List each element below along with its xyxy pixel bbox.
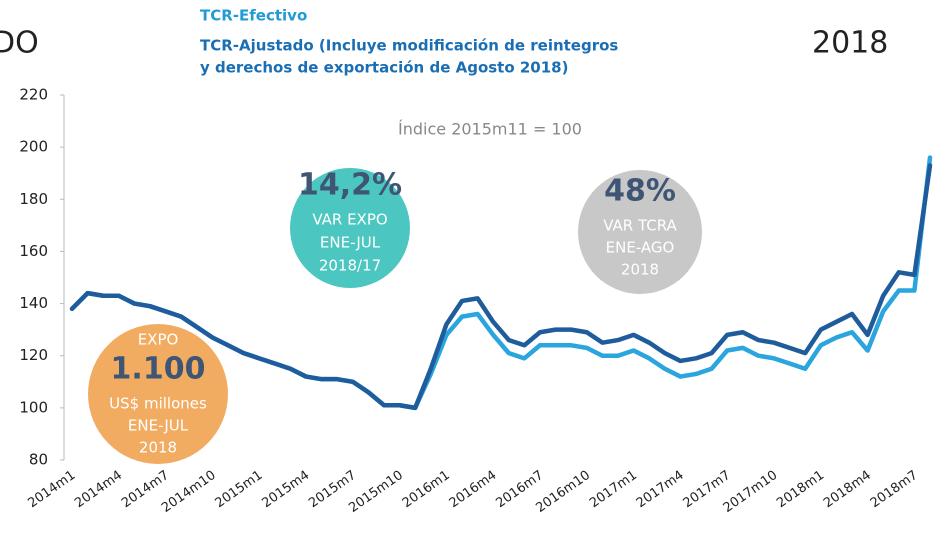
corner-left: DO xyxy=(0,26,39,61)
callout-text: ENE-JUL xyxy=(320,234,381,252)
callout-text: 2018 xyxy=(621,261,659,279)
y-tick-label: 120 xyxy=(19,346,48,364)
callout-text: VAR TCRA xyxy=(603,217,677,235)
callout-text: ENE-JUL xyxy=(128,417,189,435)
x-tick-label: 2016m1 xyxy=(400,468,453,511)
corner-right: 2018 xyxy=(812,26,888,61)
callout: 48% VAR TCRA ENE-AGO 2018 xyxy=(578,170,702,294)
x-tick-label: 2015m4 xyxy=(259,468,312,511)
x-tick-label: 2016m4 xyxy=(447,468,500,511)
x-tick-label: 2017m1 xyxy=(587,468,640,511)
callout-text: VAR EXPO xyxy=(312,211,387,229)
callout-text: US$ millones xyxy=(109,395,207,413)
y-tick-label: 80 xyxy=(29,451,48,469)
callout-circle xyxy=(290,168,410,288)
x-tick-label: 2014m4 xyxy=(72,468,125,511)
callout-text: 2018 xyxy=(139,439,177,457)
chart-title-line2: y derechos de exportación de Agosto 2018… xyxy=(200,59,568,77)
y-tick-label: 100 xyxy=(19,398,48,416)
callout-circle xyxy=(578,170,702,294)
x-tick-label: 2018m4 xyxy=(821,468,874,511)
x-tick-label: 2015m1 xyxy=(213,468,266,511)
y-tick-label: 220 xyxy=(19,86,48,104)
callout: EXPO 1.100 US$ millones ENE-JUL 2018 xyxy=(88,324,228,464)
callout-value: 48% xyxy=(604,174,676,209)
x-tick-label: 2017m4 xyxy=(634,468,687,511)
y-tick-label: 200 xyxy=(19,138,48,156)
callout-value: 14,2% xyxy=(298,168,402,203)
callout-value: 1.100 xyxy=(111,352,206,387)
callout-circle xyxy=(88,324,228,464)
callout: 14,2% VAR EXPO ENE-JUL 2018/17 xyxy=(290,168,410,288)
callout-text: ENE-AGO xyxy=(606,239,675,257)
subtitle: Índice 2015m11 = 100 xyxy=(398,120,582,139)
y-tick-label: 140 xyxy=(19,294,48,312)
x-tick-label: 2018m1 xyxy=(774,468,827,511)
y-tick-label: 180 xyxy=(19,190,48,208)
chart-title: TCR-Ajustado (Incluye modificación de re… xyxy=(200,37,618,55)
x-tick-label: 2018m7 xyxy=(868,468,921,511)
line-series xyxy=(69,163,933,411)
legend-title: TCR-Efectivo xyxy=(200,7,307,25)
callout-text: 2018/17 xyxy=(319,257,381,275)
callout-text: EXPO xyxy=(138,331,179,349)
x-tick-label: 2014m1 xyxy=(25,468,78,511)
y-tick-label: 160 xyxy=(19,242,48,260)
